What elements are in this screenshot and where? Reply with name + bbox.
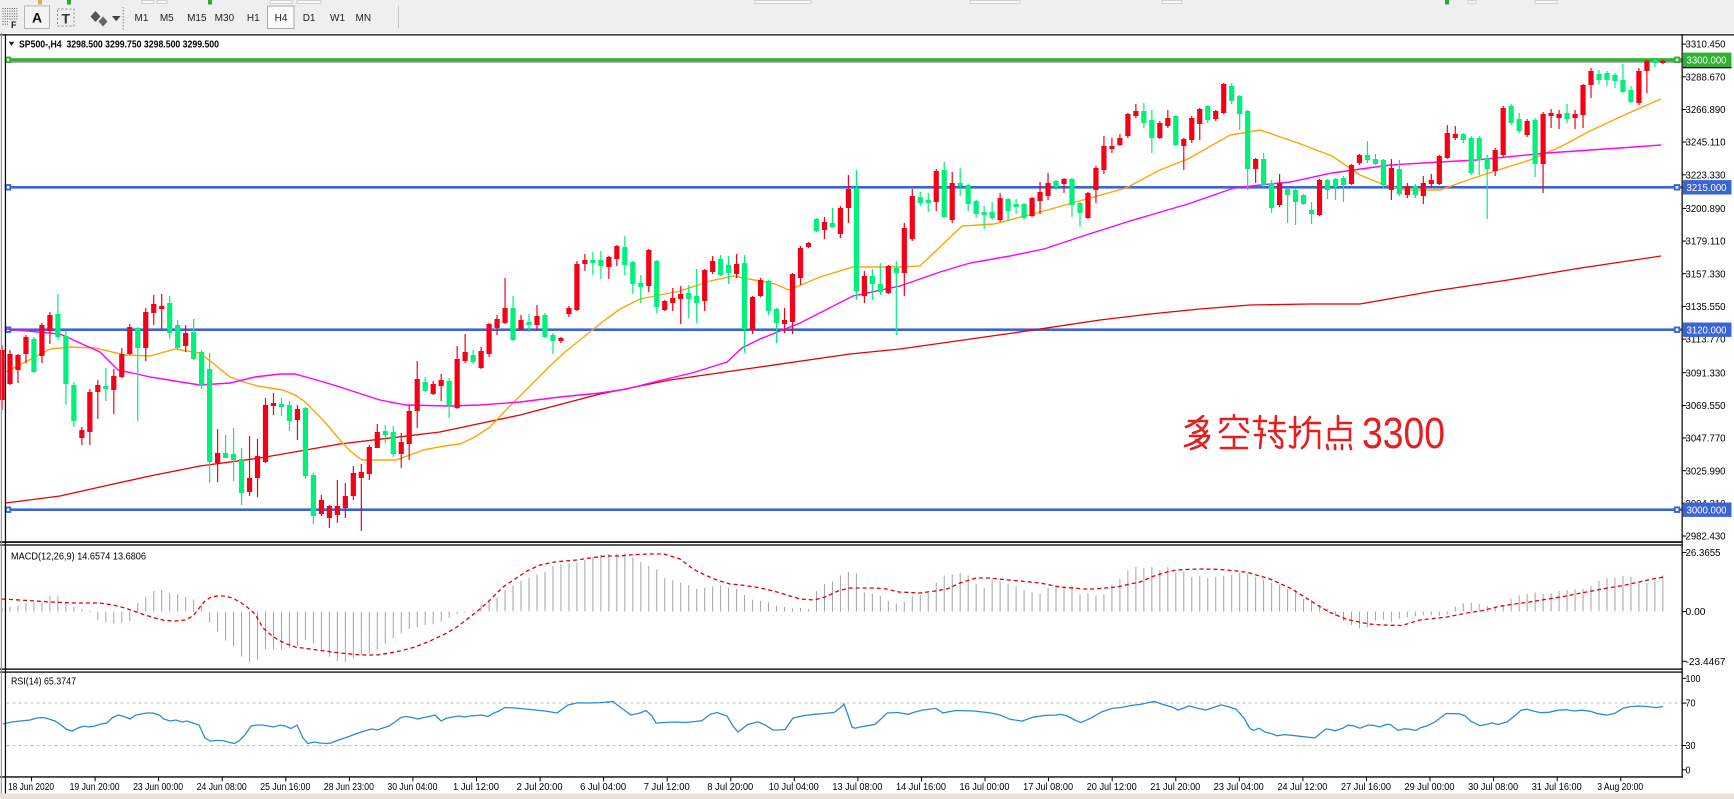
svg-text:3091.330: 3091.330: [1686, 368, 1726, 379]
svg-text:2982.430: 2982.430: [1686, 532, 1726, 543]
svg-text:H4: H4: [275, 13, 288, 24]
svg-text:13 Jul 08:00: 13 Jul 08:00: [832, 782, 882, 793]
svg-text:24 Jul 12:00: 24 Jul 12:00: [1277, 782, 1327, 793]
svg-text:6 Jul 04:00: 6 Jul 04:00: [580, 782, 626, 793]
svg-text:28 Jun 23:00: 28 Jun 23:00: [324, 782, 374, 793]
svg-text:T: T: [62, 11, 71, 27]
svg-text:3157.330: 3157.330: [1686, 269, 1726, 280]
svg-text:3223.330: 3223.330: [1686, 170, 1726, 181]
svg-text:3025.990: 3025.990: [1686, 466, 1726, 477]
svg-text:MN: MN: [356, 13, 372, 24]
svg-text:0: 0: [1686, 765, 1691, 776]
svg-text:26.3655: 26.3655: [1686, 548, 1721, 559]
svg-text:0.00: 0.00: [1686, 607, 1706, 618]
svg-text:20 Jul 12:00: 20 Jul 12:00: [1087, 782, 1137, 793]
svg-text:-23.4467: -23.4467: [1686, 657, 1726, 668]
svg-text:8 Jul 20:00: 8 Jul 20:00: [707, 782, 753, 793]
svg-text:19 Jun 20:00: 19 Jun 20:00: [70, 782, 120, 793]
svg-text:D1: D1: [303, 13, 316, 24]
svg-text:3120.000: 3120.000: [1687, 326, 1727, 337]
svg-text:23 Jul 04:00: 23 Jul 04:00: [1214, 782, 1264, 793]
svg-text:3310.450: 3310.450: [1686, 40, 1726, 51]
svg-text:RSI(14) 65.3747: RSI(14) 65.3747: [11, 677, 76, 688]
svg-text:3300.000: 3300.000: [1687, 56, 1727, 67]
svg-text:W1: W1: [330, 13, 345, 24]
svg-text:30: 30: [1686, 741, 1696, 752]
svg-text:31 Jul 16:00: 31 Jul 16:00: [1532, 782, 1582, 793]
svg-text:M15: M15: [187, 13, 207, 24]
svg-text:17 Jul 08:00: 17 Jul 08:00: [1023, 782, 1073, 793]
svg-text:3069.550: 3069.550: [1686, 401, 1726, 412]
svg-text:30 Jun 04:00: 30 Jun 04:00: [387, 782, 437, 793]
svg-text:3 Aug 20:00: 3 Aug 20:00: [1597, 782, 1643, 793]
svg-text:30 Jul 08:00: 30 Jul 08:00: [1468, 782, 1518, 793]
svg-text:F: F: [11, 20, 17, 30]
svg-text:3179.110: 3179.110: [1686, 237, 1726, 248]
svg-text:3047.770: 3047.770: [1686, 434, 1726, 445]
svg-text:3000.000: 3000.000: [1687, 506, 1727, 517]
svg-text:7 Jul 12:00: 7 Jul 12:00: [644, 782, 690, 793]
svg-text:27 Jul 16:00: 27 Jul 16:00: [1341, 782, 1391, 793]
svg-text:3288.670: 3288.670: [1686, 72, 1726, 83]
svg-text:70: 70: [1686, 699, 1696, 710]
svg-text:3215.000: 3215.000: [1687, 183, 1727, 194]
svg-text:2 Jul 20:00: 2 Jul 20:00: [517, 782, 563, 793]
svg-text:M5: M5: [160, 13, 174, 24]
svg-text:3135.550: 3135.550: [1686, 302, 1726, 313]
svg-text:A: A: [32, 10, 42, 26]
svg-text:3200.890: 3200.890: [1686, 204, 1726, 215]
svg-text:10 Jul 04:00: 10 Jul 04:00: [769, 782, 819, 793]
svg-text:21 Jul 20:00: 21 Jul 20:00: [1150, 782, 1200, 793]
svg-text:3113.770: 3113.770: [1686, 335, 1726, 346]
svg-text:MACD(12,26,9) 14.6574 13.6806: MACD(12,26,9) 14.6574 13.6806: [11, 552, 146, 563]
svg-text:23 Jun 00:00: 23 Jun 00:00: [133, 782, 183, 793]
svg-text:1 Jul 12:00: 1 Jul 12:00: [453, 782, 499, 793]
svg-text:25 Jun 16:00: 25 Jun 16:00: [260, 782, 310, 793]
svg-text:100: 100: [1686, 674, 1701, 685]
svg-text:3266.890: 3266.890: [1686, 105, 1726, 116]
svg-text:16 Jul 00:00: 16 Jul 00:00: [960, 782, 1010, 793]
svg-text:M1: M1: [135, 13, 149, 24]
svg-text:14 Jul 16:00: 14 Jul 16:00: [896, 782, 946, 793]
svg-text:M30: M30: [215, 13, 235, 24]
svg-text:3300: 3300: [1362, 409, 1445, 458]
svg-text:18 Jun 2020: 18 Jun 2020: [8, 782, 54, 793]
svg-text:3245.110: 3245.110: [1686, 138, 1726, 149]
svg-text:24 Jun 08:00: 24 Jun 08:00: [197, 782, 247, 793]
svg-text:SP500-,H4 3298.500 3299.750 3: SP500-,H4 3298.500 3299.750 3298.500 329…: [19, 39, 219, 50]
svg-text:H1: H1: [247, 13, 260, 24]
svg-text:29 Jul 00:00: 29 Jul 00:00: [1405, 782, 1455, 793]
